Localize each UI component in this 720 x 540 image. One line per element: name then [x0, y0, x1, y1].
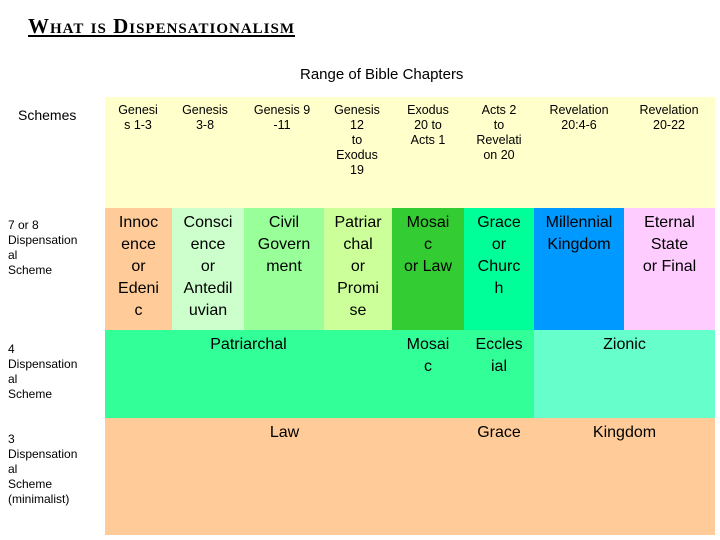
- range-heading: Range of Bible Chapters: [300, 66, 464, 83]
- column-header-acts2-rev20: Acts 2 to Revelati on 20: [476, 103, 522, 162]
- three-grace: Grace: [464, 418, 534, 535]
- dispensation-conscience: Consci ence or Antedil uvian: [172, 208, 244, 330]
- dispensation-eternal: Eternal State or Final: [624, 208, 715, 330]
- row-label-three: 3 Dispensation al Scheme (minimalist): [8, 432, 78, 506]
- column-header-gen12-ex19: Genesis 12 to Exodus 19: [334, 103, 380, 177]
- dispensation-grace: Grace or Churc h: [464, 208, 534, 330]
- dispensation-mosaic: Mosai c or Law: [392, 208, 464, 330]
- schemes-label: Schemes: [18, 107, 77, 123]
- page-title: What is Dispensationalism: [28, 14, 295, 38]
- dispensation-millennial: Millennial Kingdom: [534, 208, 624, 330]
- row-label-four: 4 Dispensation al Scheme: [8, 342, 78, 401]
- dispensation-patriarchal: Patriar chal or Promi se: [324, 208, 392, 330]
- column-header-gen9-11: Genesis 9 -11: [253, 103, 311, 132]
- four-mosaic: Mosai c: [392, 330, 464, 418]
- four-zionic: Zionic: [534, 330, 715, 418]
- column-header-gen1-3: Genesi s 1-3: [118, 103, 158, 132]
- header-cell: [105, 97, 715, 208]
- three-kingdom: Kingdom: [534, 418, 715, 535]
- row-label-seven: 7 or 8 Dispensation al Scheme: [8, 218, 78, 277]
- column-header-gen3-8: Genesis 3-8: [182, 103, 228, 132]
- dispensation-civil-government: Civil Govern ment: [244, 208, 324, 330]
- column-header-rev20-4-6: Revelation 20:4-6: [549, 103, 609, 132]
- four-ecclesial: Eccles ial: [464, 330, 534, 418]
- three-law: Law: [105, 418, 464, 535]
- four-patriarchal: Patriarchal: [105, 330, 392, 418]
- column-header-rev20-22: Revelation 20-22: [639, 103, 699, 132]
- dispensation-innocence: Innoc ence or Edeni c: [105, 208, 172, 330]
- column-header-ex20-acts1: Exodus 20 to Acts 1: [407, 103, 449, 147]
